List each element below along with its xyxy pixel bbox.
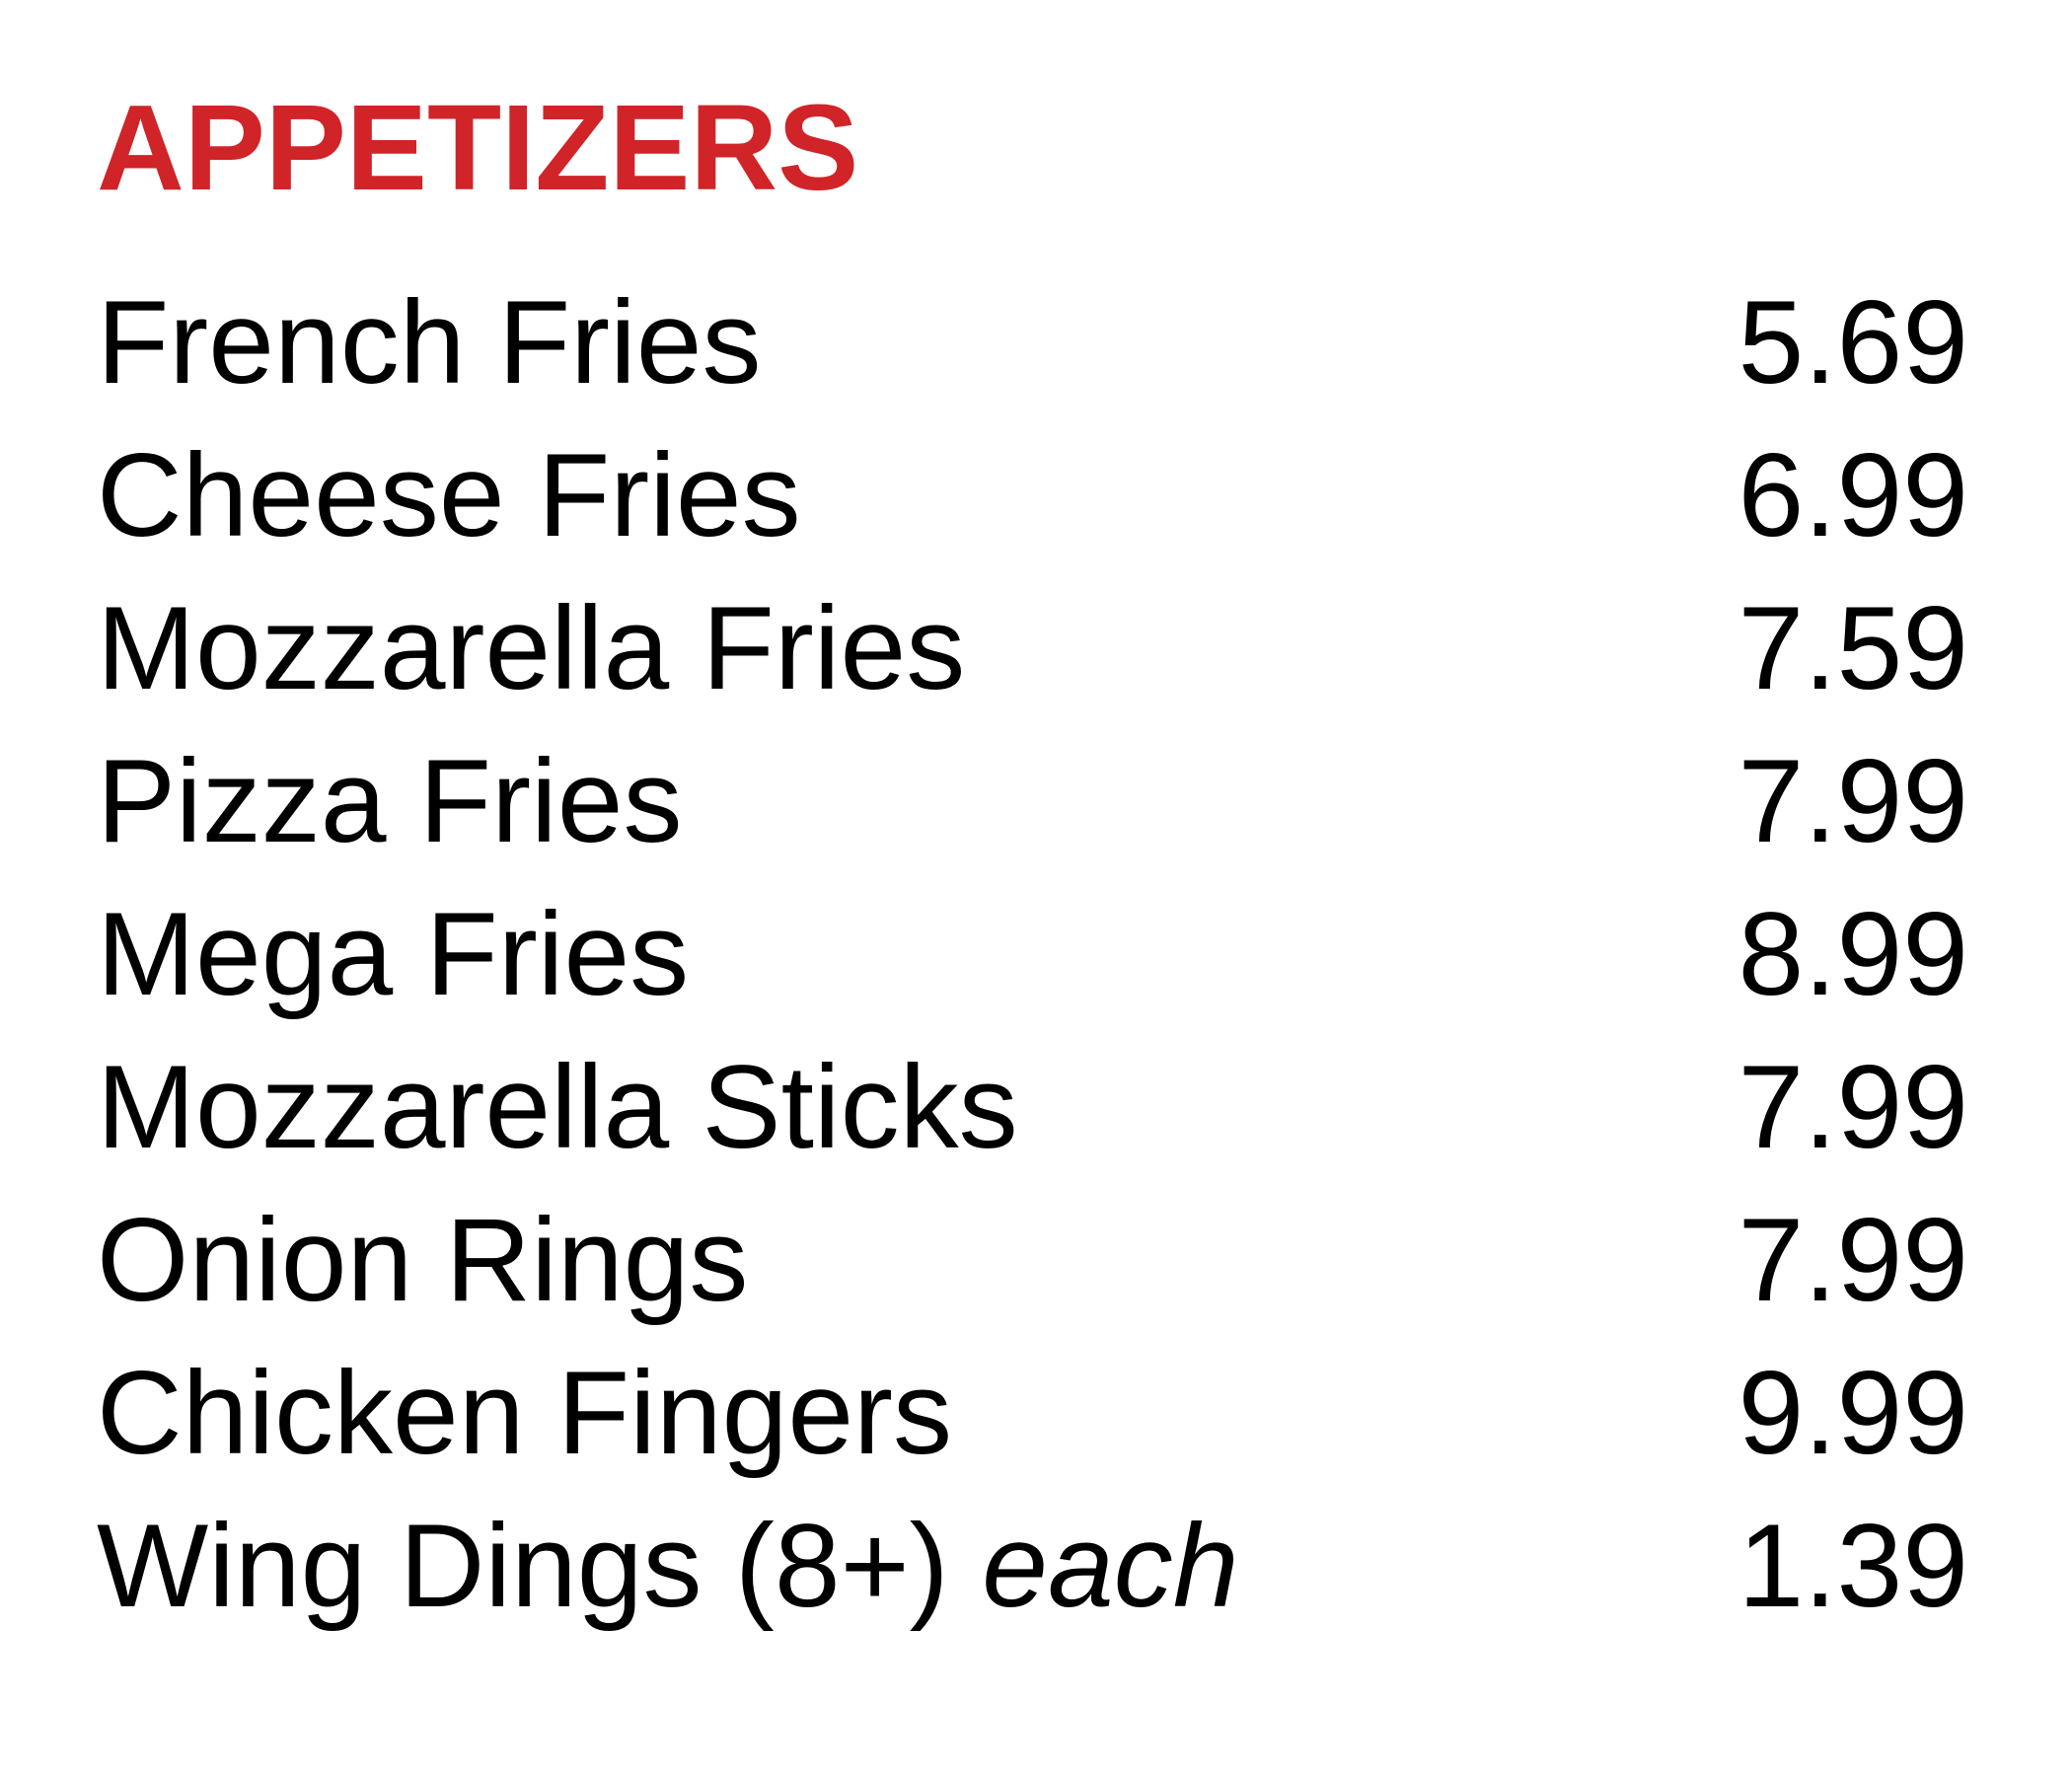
- menu-item-price: 9.99: [1738, 1346, 1968, 1479]
- menu-item-price: 7.99: [1738, 1040, 1968, 1173]
- menu-item-price: 7.59: [1738, 581, 1968, 714]
- menu-item-name: Chicken Fingers: [97, 1346, 953, 1479]
- menu-item-name: Cheese Fries: [97, 428, 801, 561]
- menu-item-row: Cheese Fries 6.99: [97, 419, 1968, 572]
- menu-item-row: Mozzarella Sticks 7.99: [97, 1031, 1968, 1184]
- menu-item-row: French Fries 5.69: [97, 266, 1968, 419]
- menu-item-price: 5.69: [1738, 275, 1968, 408]
- menu-list: French Fries 5.69 Cheese Fries 6.99 Mozz…: [97, 266, 1968, 1643]
- menu-item-row: Wing Dings (8+) each 1.39: [97, 1490, 1968, 1643]
- menu-item-name-group: Wing Dings (8+) each: [97, 1490, 1238, 1643]
- section-title: APPETIZERS: [97, 81, 859, 216]
- menu-item-name: Mozzarella Fries: [97, 581, 966, 714]
- menu-item-name: Mozzarella Sticks: [97, 1040, 1018, 1173]
- menu-item-row: Mega Fries 8.99: [97, 878, 1968, 1031]
- menu-item-row: Pizza Fries 7.99: [97, 725, 1968, 878]
- menu-item-name-group: Pizza Fries: [97, 725, 682, 878]
- menu-item-name: Pizza Fries: [97, 734, 683, 867]
- menu-item-row: Onion Rings 7.99: [97, 1184, 1968, 1337]
- menu-item-name-group: Chicken Fingers: [97, 1337, 952, 1490]
- menu-item-name-group: Cheese Fries: [97, 419, 801, 572]
- menu-item-price: 7.99: [1738, 1193, 1968, 1326]
- menu-item-name-group: Mozzarella Fries: [97, 572, 965, 725]
- menu-item-row: Chicken Fingers 9.99: [97, 1337, 1968, 1490]
- menu-item-price: 1.39: [1738, 1499, 1968, 1632]
- menu-item-name: Onion Rings: [97, 1193, 749, 1326]
- menu-item-name-group: Onion Rings: [97, 1184, 748, 1337]
- menu-item-name: French Fries: [97, 275, 762, 408]
- menu-item-name: Wing Dings (8+): [97, 1499, 949, 1632]
- menu-item-name-group: Mega Fries: [97, 878, 689, 1031]
- menu-item-price: 8.99: [1738, 887, 1968, 1020]
- menu-item-name-group: Mozzarella Sticks: [97, 1031, 1018, 1184]
- menu-item-price: 6.99: [1738, 428, 1968, 561]
- menu-item-name: Mega Fries: [97, 887, 690, 1020]
- menu-item-price: 7.99: [1738, 734, 1968, 867]
- menu-item-row: Mozzarella Fries 7.59: [97, 572, 1968, 725]
- menu-item-note: each: [982, 1499, 1239, 1632]
- menu-item-name-group: French Fries: [97, 266, 761, 419]
